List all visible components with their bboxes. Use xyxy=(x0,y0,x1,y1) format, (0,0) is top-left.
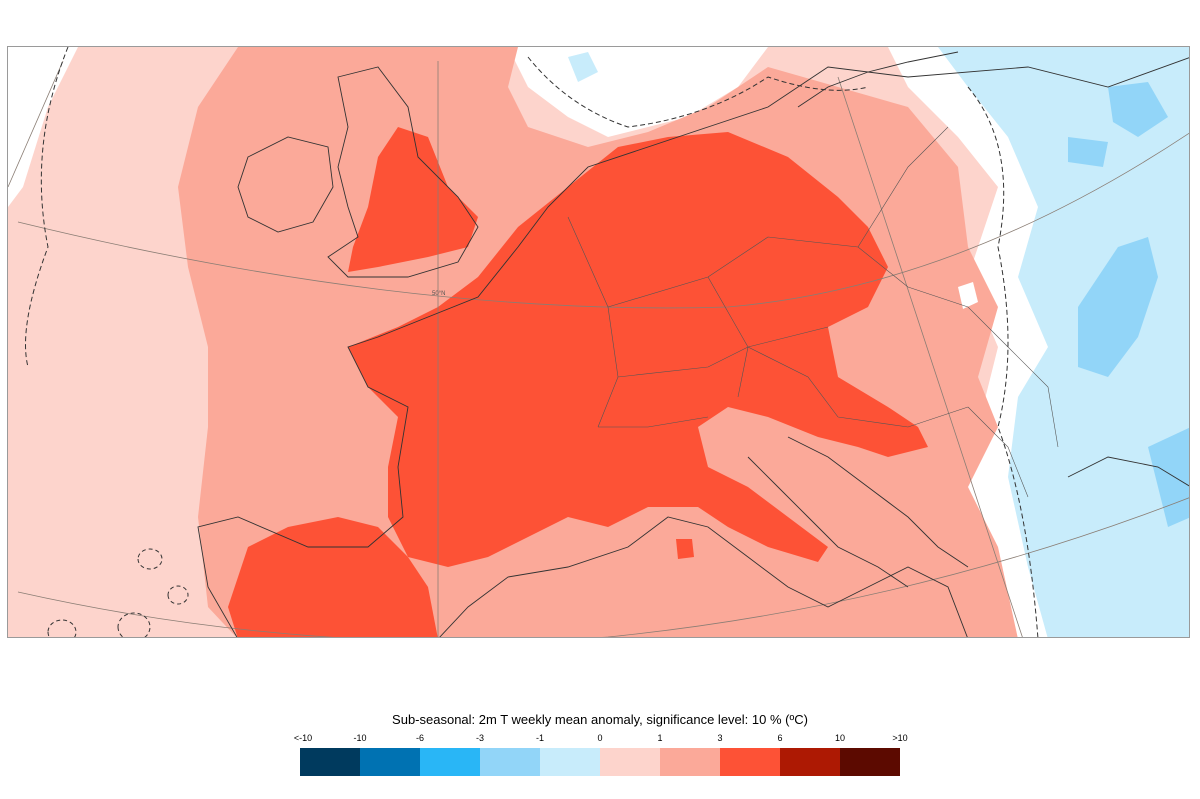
light-blue-patch-north xyxy=(568,52,598,82)
legend-swatch xyxy=(540,748,600,776)
blue-zone-1 xyxy=(1078,237,1158,377)
longitude-line-20e xyxy=(837,76,1023,637)
legend-tick: -3 xyxy=(475,733,485,743)
legend-tick: -6 xyxy=(415,733,425,743)
legend-swatch xyxy=(720,748,780,776)
significance-circle-1 xyxy=(137,548,163,570)
significance-circle-4 xyxy=(167,585,189,605)
legend-tick: 10 xyxy=(834,733,846,743)
legend-swatch xyxy=(480,748,540,776)
light-blue-zone xyxy=(938,47,1189,637)
legend-tick: 1 xyxy=(657,733,663,743)
strong-red-zone-uk xyxy=(348,127,478,272)
latitude-line-40n xyxy=(17,497,1189,637)
strong-red-zone-main xyxy=(348,132,928,567)
legend-tick: 0 xyxy=(597,733,603,743)
legend-swatch xyxy=(780,748,840,776)
legend-swatch xyxy=(660,748,720,776)
legend-swatch xyxy=(360,748,420,776)
legend-tick: -10 xyxy=(353,733,367,743)
legend-title: Sub-seasonal: 2m T weekly mean anomaly, … xyxy=(392,712,808,727)
legend-swatch xyxy=(300,748,360,776)
coastline-ireland xyxy=(237,136,334,233)
significance-circle-3 xyxy=(117,612,151,637)
longitude-line-20w xyxy=(8,60,64,188)
legend-swatch xyxy=(600,748,660,776)
country-borders xyxy=(567,126,1059,498)
latitude-label: 50°N xyxy=(432,291,445,297)
coastline-black-sea xyxy=(1067,456,1189,487)
map-canvas: 50°N xyxy=(8,47,1189,637)
coastline-baltic xyxy=(797,51,959,108)
anomaly-map: 50°N xyxy=(7,46,1190,638)
significance-circle-2 xyxy=(47,619,77,637)
coastline-britain xyxy=(327,66,479,278)
legend-tick-labels: <-10 -10 -6 -3 -1 0 1 3 6 10 >10 xyxy=(0,733,1200,747)
coastline-italy-east xyxy=(747,456,909,588)
latitude-line-50n xyxy=(17,132,1189,309)
legend-tick: >10 xyxy=(892,733,908,743)
coastline-mediterranean xyxy=(439,516,968,637)
strong-red-spot-corsica xyxy=(676,539,694,559)
significance-contour-north xyxy=(527,56,869,128)
legend-swatch xyxy=(420,748,480,776)
legend-tick: 6 xyxy=(777,733,783,743)
legend-color-bar xyxy=(300,748,900,776)
white-zone-west xyxy=(8,47,78,207)
blue-zone-3 xyxy=(1068,137,1108,167)
coastline-continent xyxy=(197,57,1189,637)
blue-zone-2 xyxy=(1108,82,1168,137)
legend-tick: 3 xyxy=(717,733,723,743)
legend-tick: -1 xyxy=(535,733,545,743)
significance-contour-east xyxy=(967,86,1039,637)
white-spot-1 xyxy=(958,282,978,309)
strong-red-zone-iberia xyxy=(228,517,438,637)
legend-swatch xyxy=(840,748,900,776)
blue-zone-4 xyxy=(1148,427,1189,527)
coastline-adriatic-east xyxy=(787,436,969,568)
significance-contour-west xyxy=(25,47,69,368)
legend-tick: <-10 xyxy=(293,733,313,743)
